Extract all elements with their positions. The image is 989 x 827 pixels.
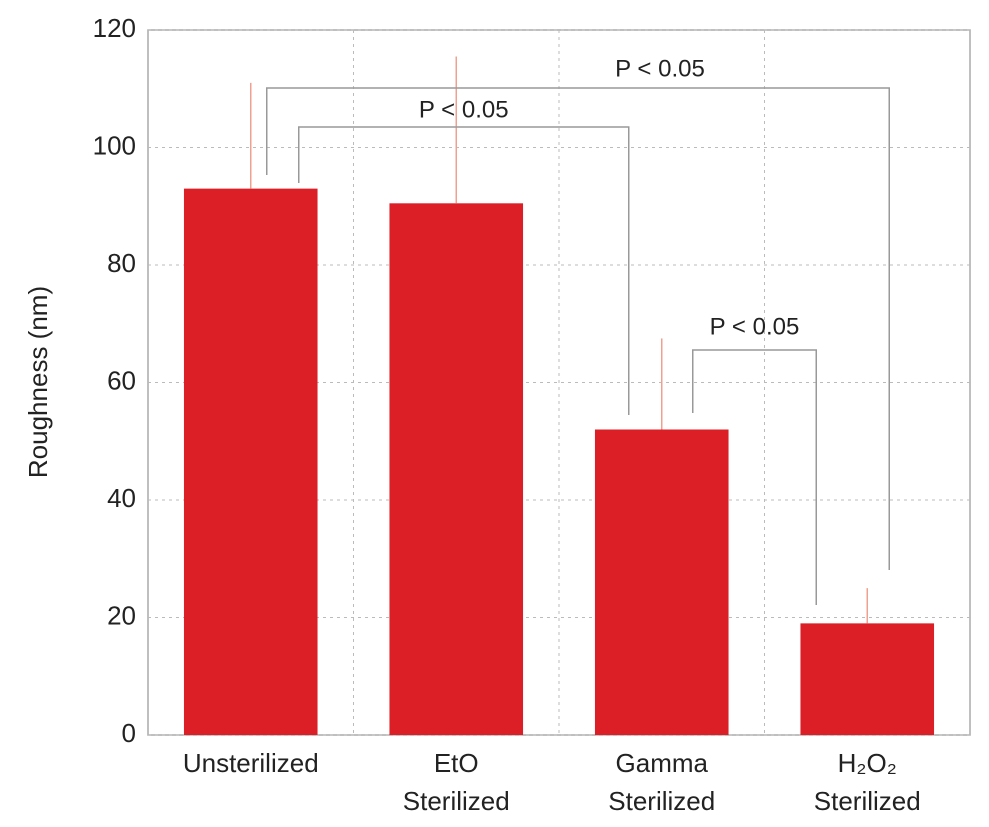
x-tick-label: EtO Sterilized [403, 748, 510, 816]
bar [800, 623, 935, 735]
x-tick-label: H₂O₂ Sterilized [814, 748, 921, 816]
x-tick-label-line: Sterilized [608, 786, 715, 816]
y-tick-label: 60 [107, 365, 136, 395]
y-tick-label: 100 [93, 130, 136, 160]
x-tick-label-line: Unsterilized [183, 748, 319, 778]
bar [594, 429, 729, 735]
significance-label: P < 0.05 [710, 313, 800, 340]
bar [389, 203, 524, 735]
x-tick-label-line: Gamma [616, 748, 709, 778]
x-tick-label-line: Sterilized [403, 786, 510, 816]
x-tick-label: Unsterilized [183, 748, 319, 778]
x-tick-label: Gamma Sterilized [608, 748, 715, 816]
y-tick-label: 20 [107, 600, 136, 630]
x-tick-label-line: EtO [434, 748, 479, 778]
bar [183, 188, 318, 735]
significance-label: P < 0.05 [615, 55, 705, 82]
x-tick-label-line: Sterilized [814, 786, 921, 816]
y-tick-label: 80 [107, 248, 136, 278]
significance-bracket [266, 87, 890, 570]
y-tick-label: 0 [122, 718, 136, 748]
significance-bracket [298, 126, 630, 415]
y-tick-label: 40 [107, 483, 136, 513]
x-tick-label-line: H₂O₂ [838, 748, 897, 778]
y-axis-label: Roughness (nm) [23, 286, 53, 478]
significance-bracket [692, 349, 817, 605]
y-tick-label: 120 [93, 13, 136, 43]
significance-label: P < 0.05 [419, 96, 509, 123]
